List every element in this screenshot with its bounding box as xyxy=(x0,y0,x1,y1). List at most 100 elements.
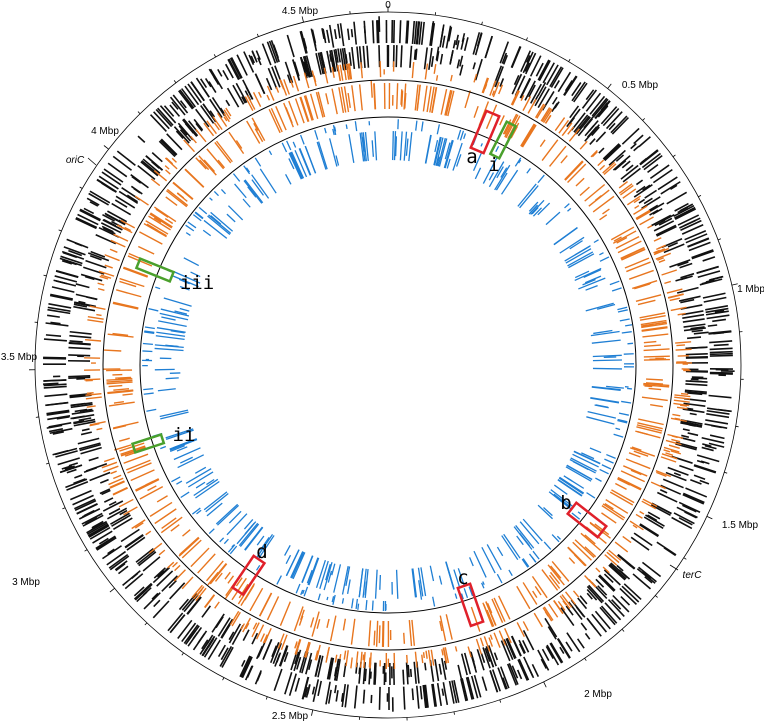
gene xyxy=(374,569,378,599)
gene xyxy=(208,528,215,535)
gene xyxy=(513,75,520,86)
gene xyxy=(554,117,566,131)
gene xyxy=(470,651,475,663)
gene xyxy=(474,167,482,180)
gene xyxy=(711,424,722,429)
gene xyxy=(195,122,203,132)
gene xyxy=(177,619,193,640)
gene xyxy=(508,569,513,577)
gene xyxy=(665,439,682,446)
gene xyxy=(180,88,197,108)
gene xyxy=(227,544,236,553)
gene xyxy=(460,678,467,702)
gene xyxy=(326,50,332,73)
gene xyxy=(212,116,223,130)
gene xyxy=(705,310,729,316)
gene xyxy=(150,178,161,187)
gene xyxy=(353,21,358,45)
gene xyxy=(544,617,558,638)
gene xyxy=(187,630,197,641)
gene xyxy=(501,52,508,64)
gene xyxy=(643,355,670,358)
gene xyxy=(133,586,145,597)
gene xyxy=(611,116,629,135)
gene xyxy=(594,404,609,409)
gene xyxy=(567,126,575,135)
gene xyxy=(617,476,642,490)
gene xyxy=(168,579,177,589)
gene xyxy=(345,124,348,130)
gene xyxy=(639,315,666,321)
gene xyxy=(671,438,681,443)
gene xyxy=(682,492,705,504)
gene xyxy=(319,52,326,74)
gene xyxy=(134,522,144,529)
gene xyxy=(560,155,568,164)
gene xyxy=(581,89,598,109)
gene xyxy=(588,120,599,132)
gene xyxy=(560,607,575,627)
gene xyxy=(85,463,108,472)
gene xyxy=(290,151,305,179)
gene xyxy=(285,107,293,124)
gene xyxy=(598,574,616,592)
gene xyxy=(611,287,622,292)
gene xyxy=(531,575,548,599)
gene xyxy=(203,637,218,658)
gene xyxy=(83,207,95,215)
gene xyxy=(522,582,538,605)
gene xyxy=(696,265,719,274)
gene xyxy=(511,46,522,69)
gene xyxy=(261,43,272,66)
gene xyxy=(473,550,487,578)
position-label: 3.5 Mbp xyxy=(1,352,38,363)
gene xyxy=(293,606,304,632)
gene xyxy=(399,131,403,161)
gene xyxy=(165,196,178,207)
gene xyxy=(97,287,105,291)
gene xyxy=(424,684,429,708)
gene xyxy=(553,484,568,495)
gene xyxy=(447,568,454,588)
gene xyxy=(185,232,191,236)
gene xyxy=(139,231,163,245)
gene xyxy=(693,474,706,481)
gene xyxy=(308,557,320,586)
gene xyxy=(498,595,511,620)
gene xyxy=(192,630,208,651)
gene xyxy=(689,412,697,416)
gene xyxy=(85,259,107,269)
gene xyxy=(444,89,452,116)
gene xyxy=(686,407,694,411)
gene xyxy=(333,564,342,593)
gene xyxy=(254,128,264,143)
gene xyxy=(574,245,591,256)
gene xyxy=(149,114,167,132)
gene xyxy=(293,61,300,77)
gene xyxy=(564,80,573,92)
gene xyxy=(171,101,179,110)
gene xyxy=(575,177,585,187)
gene xyxy=(534,103,545,119)
gene xyxy=(169,582,186,600)
gene xyxy=(663,449,671,453)
gene xyxy=(524,62,531,72)
gene xyxy=(446,158,451,169)
gene xyxy=(324,127,327,134)
scale-tick xyxy=(181,652,184,656)
gene xyxy=(463,652,472,675)
gene xyxy=(669,297,680,302)
gene xyxy=(80,273,103,282)
gene xyxy=(611,599,622,610)
gene xyxy=(112,486,128,495)
gene xyxy=(592,195,615,213)
gene xyxy=(286,140,292,151)
gene xyxy=(633,450,649,457)
gene xyxy=(521,558,529,568)
gene xyxy=(565,466,592,482)
gene xyxy=(662,478,684,489)
gene xyxy=(680,298,695,304)
gene xyxy=(653,249,661,254)
gene xyxy=(288,100,299,126)
gene xyxy=(75,216,98,229)
